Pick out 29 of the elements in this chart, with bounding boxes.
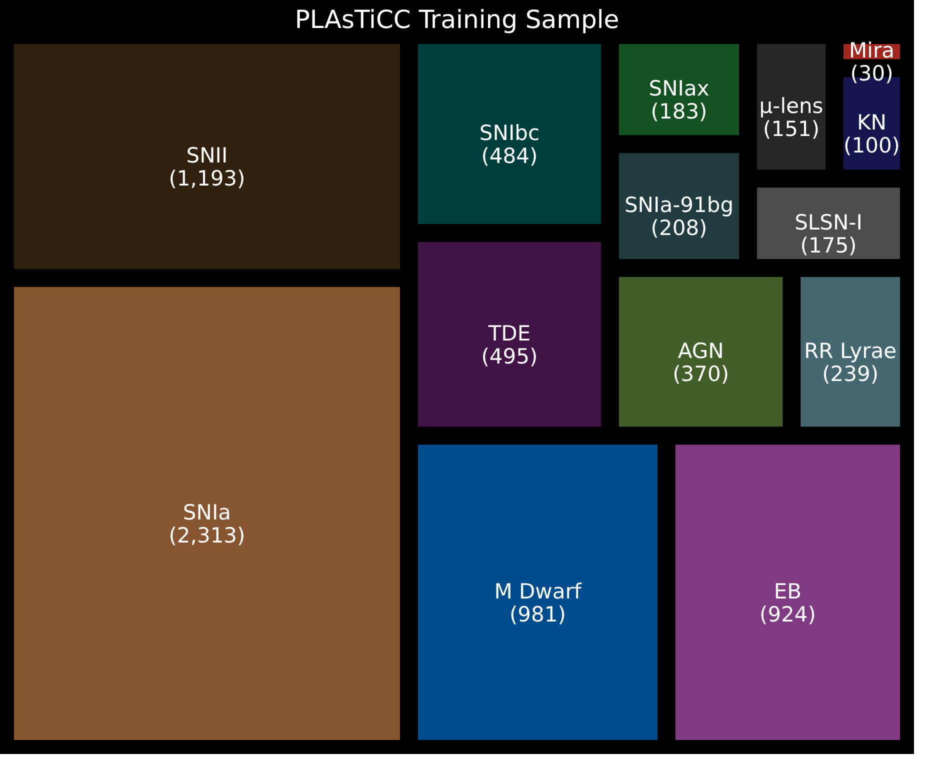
category-label: EB [774,579,802,604]
category-label: SNIbc [479,121,540,146]
category-label: KN [857,110,887,134]
data-label: (484) [481,144,538,168]
data-label: (1,193) [168,166,246,190]
data-label: (30) [850,62,894,86]
data-label: (151) [763,116,820,141]
category-label: SLSN-I [794,210,862,234]
data-label: (208) [650,216,708,240]
data-label: (981) [509,602,566,626]
category-label: Mira [849,38,894,63]
category-label: AGN [678,338,724,363]
category-label: RR Lyrae [804,338,897,363]
text: PLAsTiCC Training Sample [294,5,620,34]
category-label: SNIax [648,76,710,101]
data-label: (183) [650,100,708,124]
data-label: (924) [759,602,816,626]
data-label: (100) [844,133,900,158]
category-label: SNIa [182,500,232,524]
category-label: TDE [487,321,531,346]
category-label: μ-lens [759,94,824,118]
data-label: (239) [822,362,879,386]
data-label: (175) [800,233,857,258]
data-label: (370) [672,362,730,386]
category-label: SNII [186,143,228,168]
data-label: (495) [481,344,538,368]
data-label: (2,313) [168,523,246,548]
category-label: M Dwarf [494,579,582,604]
category-label: SNIa-91bg [624,193,734,218]
